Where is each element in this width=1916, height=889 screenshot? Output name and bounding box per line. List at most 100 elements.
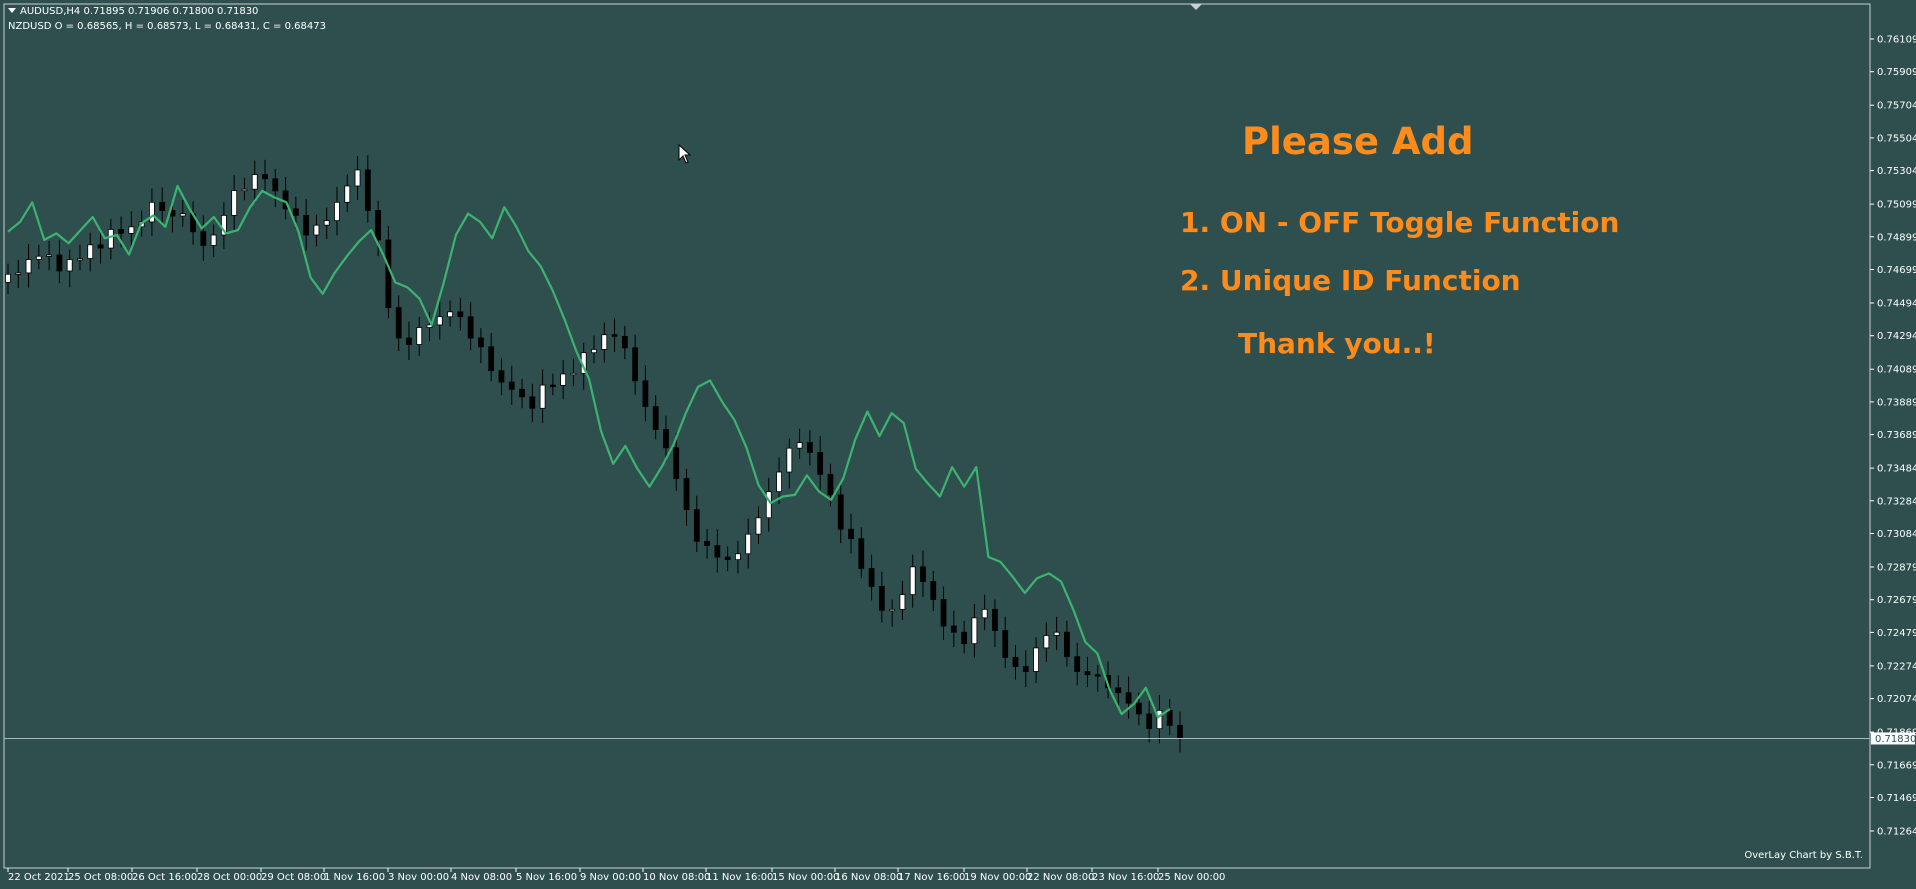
x-tick-label: 3 Nov 00:00 [388, 872, 449, 883]
candle-body [1177, 725, 1183, 739]
candle-body [909, 566, 916, 596]
candle-body [508, 381, 515, 390]
candle-body [447, 311, 453, 318]
candle-body [601, 334, 608, 350]
candle-body [1022, 666, 1029, 672]
y-tick-label: 0.75504 [1877, 133, 1916, 144]
y-tick-label: 0.72074 [1877, 694, 1916, 705]
x-tick-label: 28 Oct 00:00 [197, 872, 262, 883]
y-tick-label: 0.74699 [1877, 265, 1916, 276]
candle-body [210, 234, 217, 246]
candle-body [66, 259, 73, 272]
candle-body [1146, 713, 1153, 730]
candle-body [519, 388, 525, 398]
candle-body [303, 214, 310, 236]
candle-body [683, 478, 690, 511]
note-title: Please Add [1242, 120, 1474, 163]
candle-body [745, 533, 752, 555]
candle-body [693, 509, 700, 542]
candle-body [354, 169, 361, 187]
candle-body [570, 372, 577, 376]
candle-body [478, 337, 484, 348]
x-tick-label: 5 Nov 16:00 [516, 872, 577, 883]
candle-body [395, 307, 402, 339]
candle-body [220, 214, 227, 236]
candle-body [1156, 709, 1163, 730]
candle-body [87, 244, 94, 259]
candle-body [1064, 631, 1070, 658]
candle-body [1033, 647, 1039, 672]
x-tick-label: 23 Nov 16:00 [1092, 872, 1159, 883]
y-tick-label: 0.75099 [1877, 200, 1916, 211]
y-tick-label: 0.74899 [1877, 232, 1916, 243]
candle-body [292, 208, 299, 216]
candle-body [642, 380, 649, 408]
candle-body [334, 201, 340, 222]
chart-frame [3, 3, 1871, 869]
y-tick-label: 0.76109 [1877, 35, 1916, 46]
candle-body [930, 581, 937, 600]
x-tick-label: 26 Oct 16:00 [132, 872, 197, 883]
candle-body [724, 556, 731, 561]
note-thanks: Thank you..! [1238, 327, 1436, 360]
candle-body [385, 239, 392, 308]
candle-body [868, 568, 875, 587]
x-tick-label: 1 Nov 16:00 [324, 872, 385, 883]
dropdown-arrow-icon[interactable] [8, 8, 16, 13]
x-tick-label: 22 Nov 08:00 [1027, 872, 1094, 883]
candle-body [149, 201, 155, 223]
candle-body [498, 370, 505, 383]
candle-body [889, 608, 896, 612]
y-tick-label: 0.72879 [1877, 563, 1916, 574]
y-tick-label: 0.75704 [1877, 101, 1916, 112]
y-tick-label: 0.72274 [1877, 661, 1916, 672]
candle-body [344, 185, 351, 203]
candle-body [981, 608, 988, 619]
candle-body [817, 452, 824, 475]
candle-body [1135, 702, 1142, 715]
candle-body [755, 517, 762, 535]
candle-body [652, 406, 659, 430]
symbol-info[interactable]: AUDUSD,H4 0.71895 0.71906 0.71800 0.7183… [8, 6, 258, 18]
candle-body [704, 540, 710, 546]
candle-body [776, 471, 782, 493]
overlay-credit: OverLay Chart by S.B.T. [1744, 850, 1863, 861]
y-tick-label: 0.73484 [1877, 464, 1916, 475]
candle-body [1166, 709, 1173, 726]
candle-body [878, 586, 885, 611]
y-tick-label: 0.74494 [1877, 299, 1916, 310]
candle-body [786, 447, 793, 473]
y-tick-label: 0.71264 [1877, 827, 1916, 838]
y-tick-label: 0.73284 [1877, 496, 1916, 507]
candle-body [1043, 635, 1050, 649]
y-tick-label: 0.73689 [1877, 430, 1916, 441]
candle-body [241, 188, 248, 192]
candle-body [46, 254, 53, 257]
candle-body [1053, 631, 1060, 636]
candle-body [1074, 656, 1081, 672]
x-tick-label: 25 Oct 08:00 [68, 872, 133, 883]
y-tick-label: 0.72479 [1877, 628, 1916, 639]
candle-body [457, 311, 464, 318]
candle-body [560, 373, 567, 386]
candle-body [529, 396, 536, 409]
candle-body [806, 442, 813, 453]
candle-body [35, 255, 42, 260]
candle-body [406, 337, 412, 345]
candle-body [591, 349, 597, 354]
x-tick-label: 4 Nov 08:00 [451, 872, 512, 883]
y-tick-label: 0.73084 [1877, 529, 1916, 540]
y-tick-label: 0.75909 [1877, 67, 1916, 78]
candle-body [1125, 692, 1132, 704]
x-tick-label: 9 Nov 00:00 [580, 872, 641, 883]
candle-body [611, 334, 618, 337]
candle-body [621, 335, 628, 349]
x-tick-label: 29 Oct 08:00 [261, 872, 326, 883]
candle-body [899, 594, 906, 610]
x-tick-label: 11 Nov 16:00 [706, 872, 773, 883]
x-tick-label: 22 Oct 2021 [8, 872, 70, 883]
candle-body [262, 174, 268, 180]
x-tick-label: 15 Nov 00:00 [772, 872, 839, 883]
